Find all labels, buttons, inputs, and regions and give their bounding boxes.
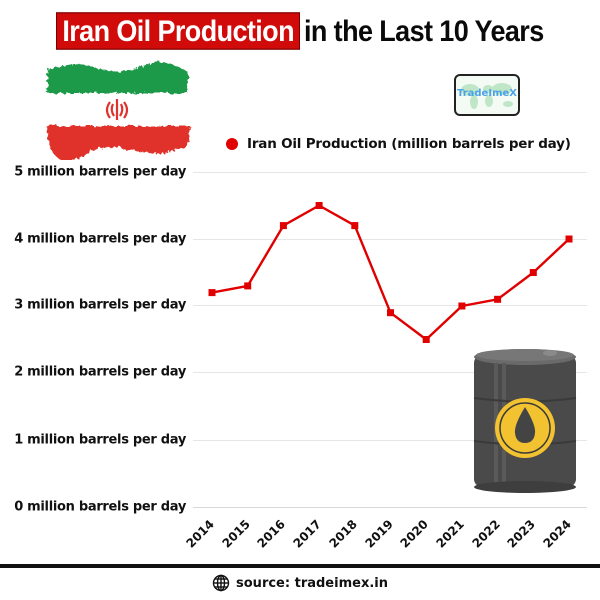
globe-icon	[212, 574, 230, 592]
chart-legend: Iran Oil Production (million barrels per…	[226, 136, 571, 152]
data-point-marker	[458, 302, 466, 310]
gridline-1	[193, 440, 587, 441]
y-tick-label: 0 million barrels per day	[14, 499, 186, 515]
gridline-2	[193, 372, 587, 373]
gridline-3	[193, 305, 587, 306]
title-highlight: Iran Oil Production	[56, 12, 300, 50]
gridline-5	[193, 172, 587, 173]
series-line	[211, 204, 570, 341]
oil-barrel-icon	[473, 349, 577, 493]
footer-divider	[0, 564, 600, 568]
legend-label: Iran Oil Production (million barrels per…	[247, 136, 571, 152]
title-rest: in the Last 10 Years	[303, 14, 544, 48]
data-point-marker	[422, 336, 430, 343]
logo-text: TradeImeX	[457, 88, 517, 99]
data-point-marker	[244, 282, 252, 290]
data-point-marker	[565, 235, 573, 243]
data-point-marker	[279, 222, 287, 230]
y-tick-label: 4 million barrels per day	[14, 231, 186, 247]
data-point-marker	[208, 289, 216, 297]
chart-title: Iran Oil Production in the Last 10 Years	[0, 12, 600, 50]
tradeimex-logo: TradeImeX	[454, 74, 520, 116]
world-map-icon	[461, 83, 513, 109]
data-point-marker	[387, 309, 394, 317]
gridline-0	[193, 507, 587, 508]
y-tick-label: 3 million barrels per day	[14, 297, 186, 313]
iran-flag-icon	[46, 62, 190, 160]
gridline-4	[193, 239, 587, 240]
data-point-marker	[529, 269, 537, 276]
y-tick-label: 1 million barrels per day	[14, 432, 186, 448]
y-tick-label: 2 million barrels per day	[14, 364, 186, 380]
data-point-marker	[494, 295, 502, 303]
source-text: source: tradeimex.in	[236, 575, 388, 591]
series-markers	[208, 202, 573, 343]
y-tick-label: 5 million barrels per day	[14, 164, 186, 180]
data-point-marker	[351, 222, 359, 230]
legend-marker-icon	[226, 138, 238, 150]
data-point-marker	[315, 202, 323, 209]
footer: source: tradeimex.in	[0, 574, 600, 592]
